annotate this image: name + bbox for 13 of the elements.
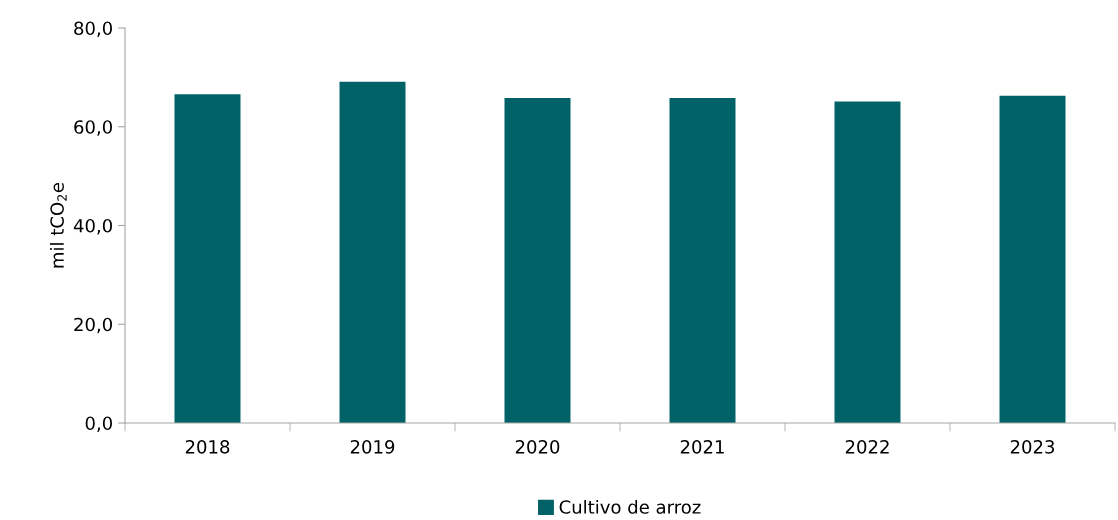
x-tick-label: 2022 — [845, 439, 889, 454]
x-tick-label: 2021 — [680, 439, 724, 454]
y-tick-label: 80,0 — [74, 21, 112, 37]
x-tick-label: 2023 — [1010, 439, 1055, 454]
legend-label: Cultivo de arroz — [559, 499, 701, 514]
x-tick-label: 2020 — [515, 439, 560, 454]
y-axis-title: mil tCO$_{2}$e — [49, 182, 67, 268]
x-tick-label: 2018 — [185, 439, 230, 454]
y-tick-label: 20,0 — [74, 317, 112, 334]
x-tick-label: 2019 — [350, 439, 395, 454]
y-tick-label: 60,0 — [74, 120, 112, 136]
y-tick-label: 40,0 — [73, 218, 112, 235]
y-tick-label: 0,0 — [85, 416, 112, 432]
